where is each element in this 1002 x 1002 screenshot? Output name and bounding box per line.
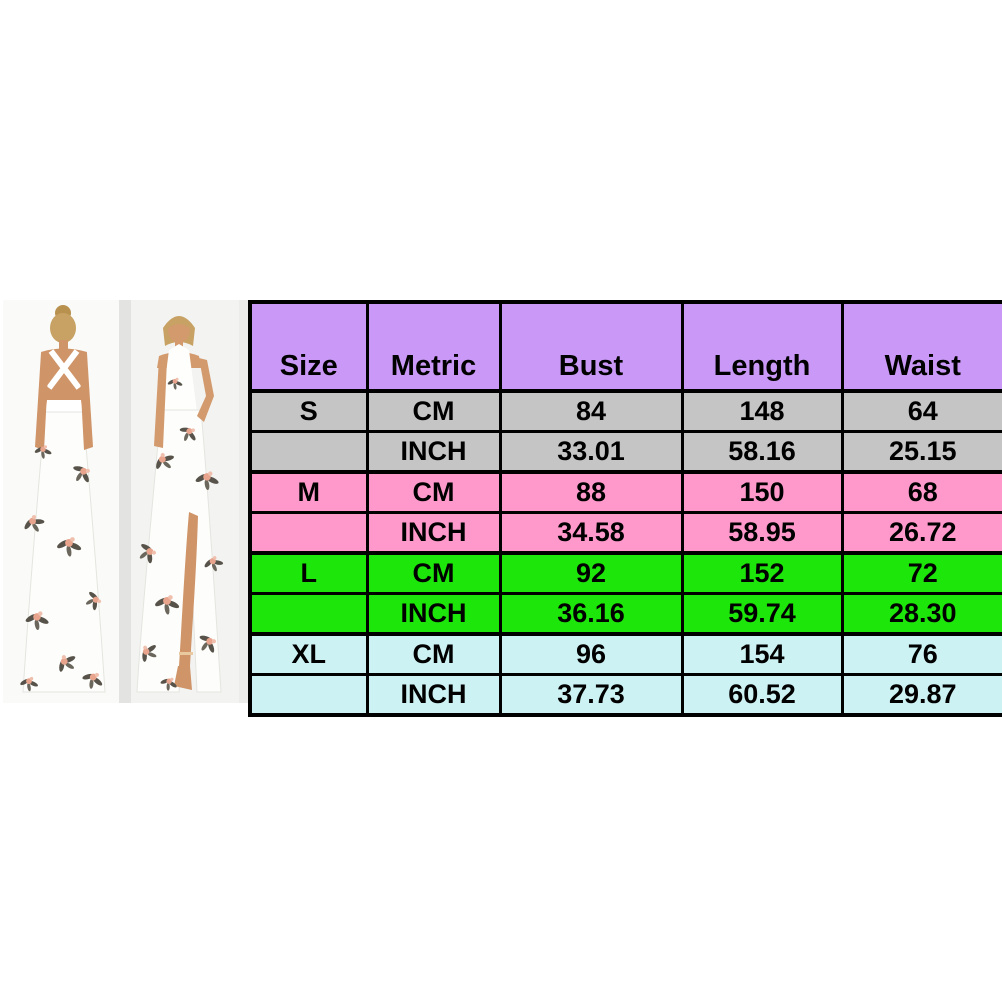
model-front-view bbox=[133, 316, 226, 693]
waist-cell: 64 bbox=[840, 389, 1002, 433]
waist-cell: 28.30 bbox=[840, 592, 1002, 636]
length-cell: 154 bbox=[680, 632, 844, 676]
waist-cell: 29.87 bbox=[840, 673, 1002, 717]
size-cell: M bbox=[248, 470, 369, 514]
bust-cell: 88 bbox=[498, 470, 684, 514]
waist-cell: 25.15 bbox=[840, 430, 1002, 474]
content-band: Size Metric Bust Length Waist S CM 84 14… bbox=[0, 300, 1002, 717]
metric-cell: CM bbox=[365, 551, 502, 595]
metric-cell: INCH bbox=[365, 673, 502, 717]
table-row: INCH 34.58 58.95 26.72 bbox=[248, 511, 1002, 555]
table-row: S CM 84 148 64 bbox=[248, 389, 1002, 433]
table-row: XL CM 96 154 76 bbox=[248, 632, 1002, 676]
size-cell bbox=[248, 673, 369, 717]
table-row: L CM 92 152 72 bbox=[248, 551, 1002, 595]
bust-cell: 34.58 bbox=[498, 511, 684, 555]
length-cell: 58.95 bbox=[680, 511, 844, 555]
metric-cell: CM bbox=[365, 632, 502, 676]
model-back-view bbox=[19, 305, 106, 693]
col-header-bust: Bust bbox=[498, 300, 684, 393]
bust-cell: 33.01 bbox=[498, 430, 684, 474]
length-cell: 58.16 bbox=[680, 430, 844, 474]
size-cell bbox=[248, 430, 369, 474]
waist-cell: 26.72 bbox=[840, 511, 1002, 555]
header-row: Size Metric Bust Length Waist bbox=[248, 300, 1002, 393]
length-cell: 148 bbox=[680, 389, 844, 433]
size-cell bbox=[248, 511, 369, 555]
col-header-metric: Metric bbox=[365, 300, 502, 393]
size-cell: S bbox=[248, 389, 369, 433]
table-row: INCH 37.73 60.52 29.87 bbox=[248, 673, 1002, 717]
col-header-size: Size bbox=[248, 300, 369, 393]
metric-cell: CM bbox=[365, 389, 502, 433]
length-cell: 59.74 bbox=[680, 592, 844, 636]
bust-cell: 84 bbox=[498, 389, 684, 433]
waist-cell: 68 bbox=[840, 470, 1002, 514]
waist-cell: 76 bbox=[840, 632, 1002, 676]
model-photo-illustration bbox=[3, 300, 248, 703]
size-chart-table: Size Metric Bust Length Waist S CM 84 14… bbox=[248, 300, 1002, 717]
bust-cell: 36.16 bbox=[498, 592, 684, 636]
metric-cell: INCH bbox=[365, 511, 502, 555]
length-cell: 60.52 bbox=[680, 673, 844, 717]
waist-cell: 72 bbox=[840, 551, 1002, 595]
bust-cell: 92 bbox=[498, 551, 684, 595]
table-row: INCH 36.16 59.74 28.30 bbox=[248, 592, 1002, 636]
col-header-length: Length bbox=[680, 300, 844, 393]
length-cell: 152 bbox=[680, 551, 844, 595]
metric-cell: CM bbox=[365, 470, 502, 514]
metric-cell: INCH bbox=[365, 592, 502, 636]
metric-cell: INCH bbox=[365, 430, 502, 474]
product-photo bbox=[3, 300, 248, 703]
length-cell: 150 bbox=[680, 470, 844, 514]
bust-cell: 96 bbox=[498, 632, 684, 676]
bust-cell: 37.73 bbox=[498, 673, 684, 717]
size-cell: L bbox=[248, 551, 369, 595]
col-header-waist: Waist bbox=[840, 300, 1002, 393]
table-row: INCH 33.01 58.16 25.15 bbox=[248, 430, 1002, 474]
size-cell bbox=[248, 592, 369, 636]
size-cell: XL bbox=[248, 632, 369, 676]
table-row: M CM 88 150 68 bbox=[248, 470, 1002, 514]
